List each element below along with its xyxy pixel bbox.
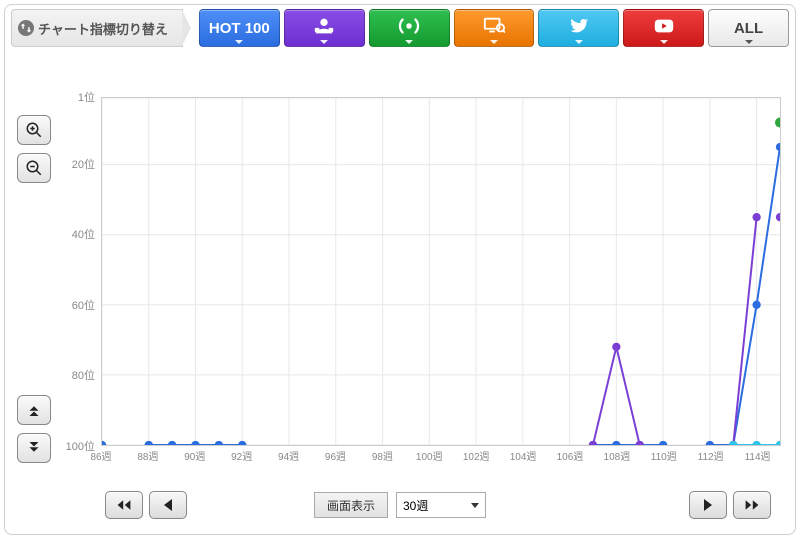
y-tick-label: 20位: [72, 156, 95, 172]
chevron-right-icon: [700, 498, 716, 512]
zoom-in-icon: [25, 121, 43, 139]
x-axis-labels: 86週88週90週92週94週96週98週100週102週104週106週108…: [101, 448, 781, 464]
chevron-down-icon: [660, 40, 668, 44]
chevrons-left-icon: [116, 498, 132, 512]
scroll-down-button[interactable]: [17, 433, 51, 463]
twitter-icon: [568, 15, 590, 41]
app-frame: チャート指標切り替え HOT 100ALL 1位20位40位60位80位100位…: [4, 4, 796, 535]
tab-all[interactable]: ALL: [708, 9, 789, 47]
chevron-down-icon: [745, 40, 753, 44]
x-tick-label: 104週: [510, 448, 537, 463]
tab-twitter[interactable]: [538, 9, 619, 47]
chevrons-up-icon: [25, 401, 43, 419]
download-icon: [313, 15, 335, 41]
x-tick-label: 98週: [372, 448, 393, 463]
y-tick-label: 80位: [72, 367, 95, 383]
chevron-down-icon: [490, 40, 498, 44]
tab-hot100[interactable]: HOT 100: [199, 9, 280, 47]
tab-text: ALL: [734, 20, 763, 37]
tab-youtube[interactable]: [623, 9, 704, 47]
scroll-tools: [17, 395, 51, 463]
x-tick-label: 114週: [745, 448, 771, 463]
display-button[interactable]: 画面表示: [314, 492, 388, 518]
y-tick-label: 40位: [72, 226, 95, 242]
x-tick-label: 86週: [90, 448, 111, 463]
x-tick-label: 108週: [604, 448, 631, 463]
y-tick-label: 1位: [78, 89, 95, 105]
youtube-icon: [653, 15, 675, 41]
chevron-down-icon: [471, 503, 479, 508]
scroll-up-button[interactable]: [17, 395, 51, 425]
plot-svg: [102, 98, 780, 445]
x-tick-label: 112週: [698, 448, 724, 463]
x-tick-label: 90週: [184, 448, 205, 463]
tab-stream[interactable]: [369, 9, 450, 47]
nav-first-button[interactable]: [105, 491, 143, 519]
x-tick-label: 96週: [325, 448, 346, 463]
chevrons-down-icon: [25, 439, 43, 457]
tabstrip: チャート指標切り替え HOT 100 ALL: [5, 5, 795, 47]
swap-icon: [18, 20, 34, 36]
zoom-out-button[interactable]: [17, 153, 51, 183]
x-tick-label: 88週: [137, 448, 158, 463]
nav-prev-button[interactable]: [149, 491, 187, 519]
x-tick-label: 102週: [463, 448, 490, 463]
x-tick-label: 92週: [231, 448, 252, 463]
x-tick-label: 94週: [278, 448, 299, 463]
zoom-out-icon: [25, 159, 43, 177]
bottom-controls: 画面表示 30週: [5, 488, 795, 522]
chevron-left-icon: [160, 498, 176, 512]
nav-last-button[interactable]: [733, 491, 771, 519]
monitor-icon: [483, 15, 505, 41]
y-tick-label: 60位: [72, 297, 95, 313]
tab-text: HOT 100: [209, 20, 270, 37]
range-select-value: 30週: [403, 497, 428, 514]
tab-download[interactable]: [284, 9, 365, 47]
nav-next-button[interactable]: [689, 491, 727, 519]
x-tick-label: 110週: [651, 448, 677, 463]
plot-area[interactable]: [101, 97, 781, 446]
zoom-in-button[interactable]: [17, 115, 51, 145]
chevron-down-icon: [575, 40, 583, 44]
broadcast-icon: [398, 15, 420, 41]
chevron-down-icon: [320, 40, 328, 44]
tabstrip-label-text: チャート指標切り替え: [38, 19, 168, 38]
range-select[interactable]: 30週: [396, 492, 486, 518]
chart: 1位20位40位60位80位100位 86週88週90週92週94週96週98週…: [65, 97, 781, 464]
y-axis-labels: 1位20位40位60位80位100位: [65, 97, 99, 446]
tabstrip-label: チャート指標切り替え: [11, 9, 183, 47]
chevron-down-icon: [405, 40, 413, 44]
chevron-down-icon: [235, 40, 243, 44]
x-tick-label: 100週: [416, 448, 443, 463]
zoom-tools: [17, 115, 51, 183]
chevrons-right-icon: [744, 498, 760, 512]
x-tick-label: 106週: [557, 448, 584, 463]
tab-lookup[interactable]: [454, 9, 535, 47]
